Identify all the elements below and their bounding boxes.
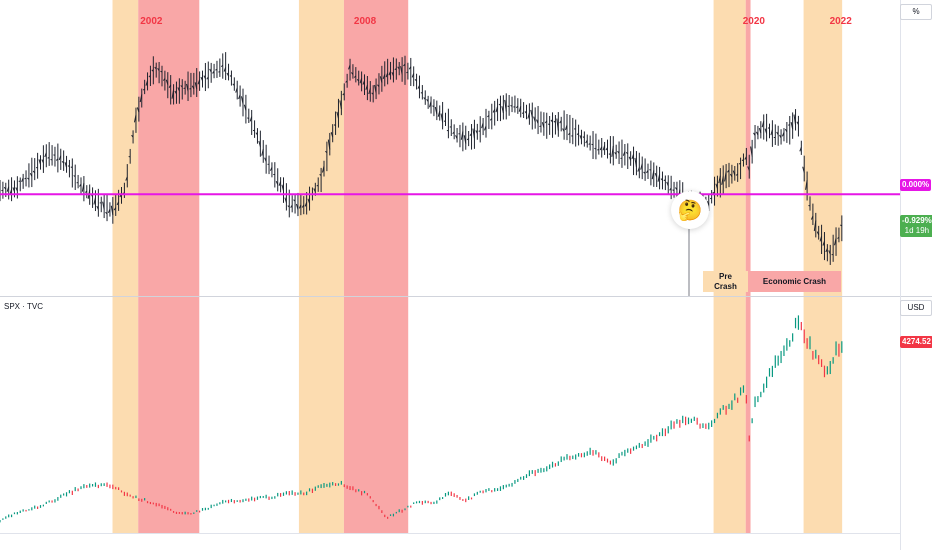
ratio-bar-open <box>432 106 434 107</box>
ratio-bar-open <box>548 124 550 125</box>
ratio-bar-open <box>247 118 249 119</box>
ratio-bar-open <box>479 131 481 132</box>
bottom-series-title: SPX · TVC <box>4 302 43 311</box>
ratio-bar-open <box>594 148 596 149</box>
ratio-bar-open <box>673 190 675 191</box>
bottom-scale-unit[interactable]: USD <box>900 300 932 316</box>
pre-crash-band-2020 <box>714 0 746 533</box>
ratio-bar-open <box>522 113 524 114</box>
ratio-bar-open <box>788 125 790 126</box>
top-scale-unit[interactable]: % <box>900 4 932 20</box>
legend-economic-crash: Economic Crash <box>748 271 841 292</box>
ratio-bar-open <box>184 88 186 89</box>
pre-crash-band-2002 <box>113 0 139 533</box>
crash-bands <box>113 0 843 533</box>
countdown-text: 1d 19h <box>902 226 932 236</box>
spx-last-value-tag: 4274.52 <box>900 336 932 348</box>
thinking-face-icon[interactable]: 🤔 <box>671 191 709 229</box>
crash-year-label-2002: 2002 <box>140 16 163 27</box>
pre-crash-band-2022 <box>804 0 843 533</box>
ratio-bar-open <box>444 121 446 122</box>
last-value-tag: -0.929% 1d 19h <box>900 215 932 237</box>
ratio-bar-open <box>406 72 408 73</box>
crash-year-label-2020: 2020 <box>743 16 766 27</box>
crash-year-labels: 2002 2008 2020 2022 <box>140 16 852 27</box>
ratio-bar-open <box>592 144 594 145</box>
crash-year-label-2022: 2022 <box>830 16 853 27</box>
crash-year-label-2008: 2008 <box>354 16 377 27</box>
ratio-bar-open <box>739 163 741 164</box>
crash-band-2020 <box>746 0 751 533</box>
pre-crash-band-2008 <box>299 0 344 533</box>
ratio-bar-open <box>508 106 510 107</box>
ratio-bar-open <box>1 190 3 191</box>
reference-line-tag: 0.000% <box>900 179 931 191</box>
legend-pre-crash: Pre Crash <box>703 271 748 292</box>
ratio-bar-open <box>68 166 70 167</box>
ratio-bar-open <box>840 225 842 226</box>
last-value-text: -0.929% <box>902 216 932 226</box>
ratio-bar-open <box>539 126 541 127</box>
